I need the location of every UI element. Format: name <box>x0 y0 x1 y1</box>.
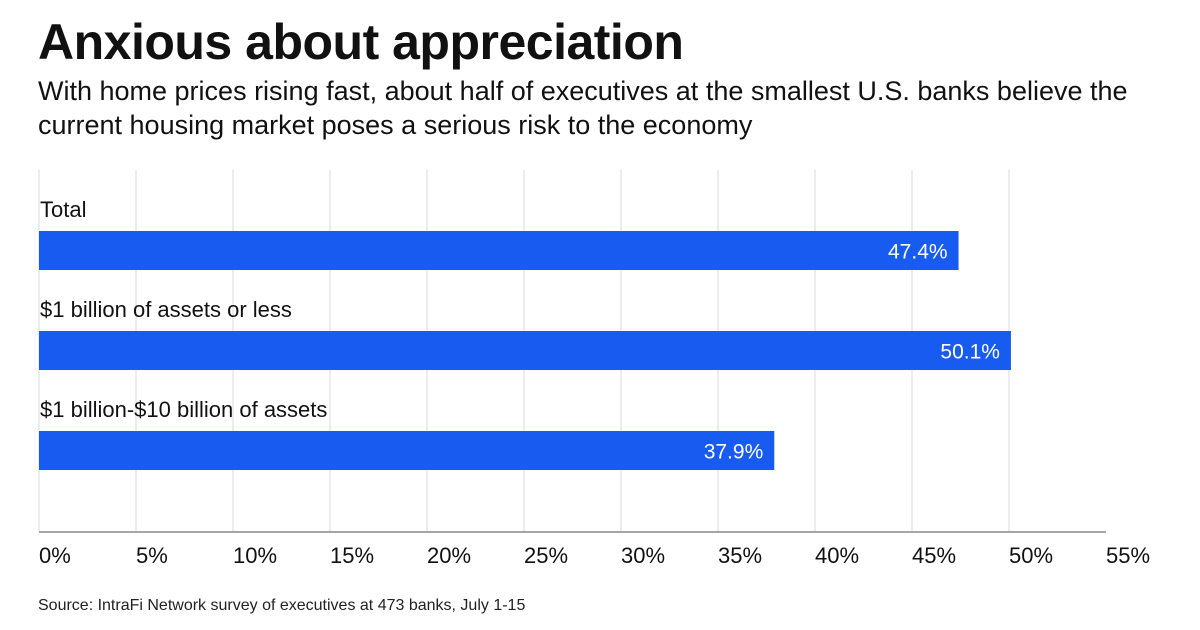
category-label-0: Total <box>40 197 86 222</box>
value-label-1: 50.1% <box>940 341 1000 364</box>
x-tick-label-20: 20% <box>427 543 471 568</box>
value-label-2: 37.9% <box>704 441 764 464</box>
x-tick-label-30: 30% <box>621 543 665 568</box>
x-tick-label-25: 25% <box>524 543 568 568</box>
bars: Total 47.4% $1 billion of assets or less 50… <box>39 197 1011 470</box>
x-tick-label-15: 15% <box>330 543 374 568</box>
chart-subtitle: With home prices rising fast, about half… <box>38 76 1128 140</box>
x-tick-label-5: 5% <box>136 543 168 568</box>
chart-title: Anxious about appreciation <box>38 14 684 70</box>
x-tick-label-40: 40% <box>815 543 859 568</box>
source-note: Source: IntraFi Network survey of execut… <box>38 597 526 614</box>
bar-0 <box>39 231 959 270</box>
category-label-1: $1 billion of assets or less <box>40 297 292 322</box>
value-label-0: 47.4% <box>888 241 948 264</box>
bar-1 <box>39 331 1011 370</box>
x-axis: 0% 5% 10% 15% 20% 25% 30% 35% 40% 45% 50% 55% <box>39 531 1150 568</box>
x-tick-label-0: 0% <box>39 543 71 568</box>
x-tick-label-55: 55% <box>1106 543 1150 568</box>
x-tick-label-10: 10% <box>233 543 277 568</box>
category-label-2: $1 billion-$10 billion of assets <box>40 397 327 422</box>
bar-2 <box>39 431 775 470</box>
x-tick-label-35: 35% <box>718 543 762 568</box>
x-tick-label-45: 45% <box>912 543 956 568</box>
x-tick-label-50: 50% <box>1009 543 1053 568</box>
